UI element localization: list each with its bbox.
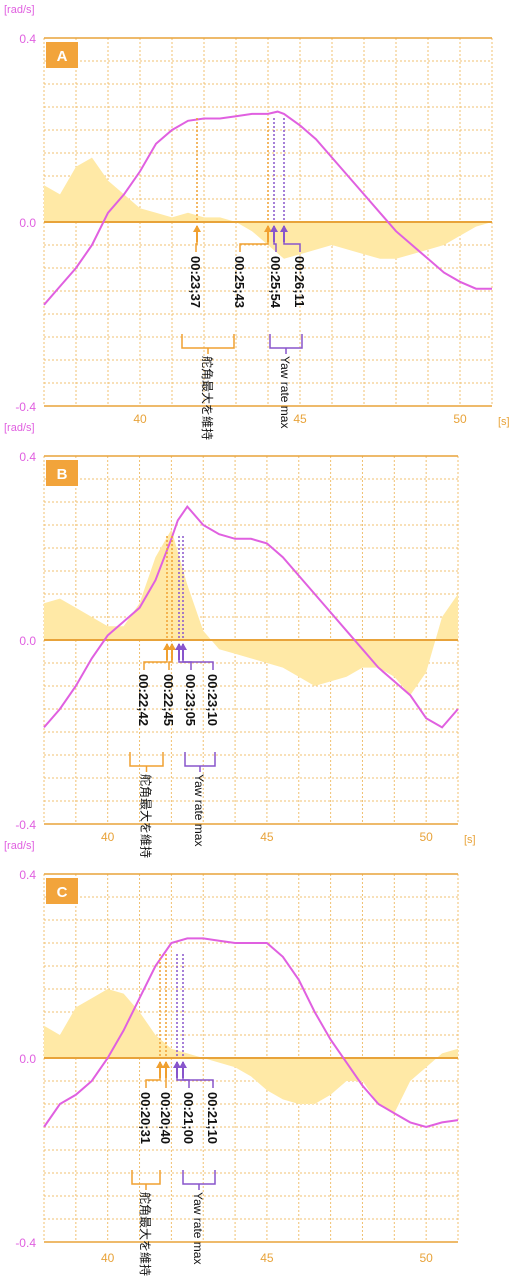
steering-area: [44, 989, 458, 1114]
y-unit-label: [rad/s]: [4, 4, 35, 16]
bracket-orange: [181, 334, 235, 349]
x-tick-label: 50: [419, 1251, 433, 1265]
lead-arrow-head: [168, 643, 176, 650]
bracket-purple: [184, 752, 216, 767]
yaw-rate-line: [43, 110, 492, 306]
lead-time-label: 00:20;31: [138, 1092, 153, 1144]
lead-elbow: [168, 660, 173, 670]
x-tick-label: 45: [260, 1251, 274, 1265]
bracket-orange-label: 舵角最大を維持: [200, 356, 215, 440]
bracket-orange-label: 舵角最大を維持: [138, 1192, 153, 1276]
lead-arrow-head: [156, 1061, 164, 1068]
yaw-rate-line: [43, 504, 459, 729]
y-tick-label: -0.4: [15, 1236, 36, 1250]
x-tick-label: 45: [260, 830, 274, 844]
lead-elbow: [195, 242, 198, 252]
lead-elbow: [145, 1078, 161, 1088]
lead-elbow: [239, 242, 269, 252]
panel-label-badge: [46, 460, 78, 486]
lead-arrow-head: [264, 225, 272, 232]
lead-arrow-head: [162, 1061, 170, 1068]
lead-time-label: 00:22;42: [136, 674, 151, 726]
bracket-orange: [131, 1170, 161, 1185]
bracket-purple: [269, 334, 303, 349]
y-tick-label: 0.0: [19, 216, 36, 230]
panel-label: A: [57, 48, 68, 65]
x-tick-label: 50: [453, 412, 467, 426]
x-tick-label: 50: [419, 830, 433, 844]
lead-time-label: 00:23;05: [183, 674, 198, 726]
panel-label: C: [57, 884, 68, 901]
y-unit-label: [rad/s]: [4, 422, 35, 434]
lead-time-label: 00:21;10: [205, 1092, 220, 1144]
lead-arrow-head: [173, 1061, 181, 1068]
lead-arrow-head: [193, 225, 201, 232]
lead-time-label: 00:25;54: [268, 256, 283, 309]
lead-time-label: 00:21;00: [181, 1092, 196, 1144]
lead-time-label: 00:23;37: [188, 256, 203, 308]
bracket-purple: [182, 1170, 216, 1185]
lead-elbow: [273, 242, 277, 252]
y-tick-label: 0.4: [19, 32, 36, 46]
x-unit-label: [s]: [464, 834, 476, 846]
lead-time-label: 00:22;45: [161, 674, 176, 726]
bracket-purple-label: Yaw rate max: [278, 356, 292, 428]
x-tick-label: 40: [101, 1251, 115, 1265]
lead-time-label: 00:26;11: [292, 256, 307, 307]
steering-area: [44, 529, 458, 696]
y-tick-label: 0.4: [19, 868, 36, 882]
lead-arrow-head: [270, 225, 278, 232]
x-tick-label: 45: [293, 412, 307, 426]
steering-area: [44, 157, 492, 259]
panel-label: B: [57, 466, 68, 483]
bracket-orange: [129, 752, 164, 767]
x-unit-label: [s]: [498, 416, 510, 428]
y-tick-label: 0.4: [19, 450, 36, 464]
yaw-rate-line: [43, 937, 459, 1129]
panel-label-badge: [46, 42, 78, 68]
x-tick-label: 40: [101, 830, 115, 844]
bracket-purple-label: Yaw rate max: [191, 1192, 205, 1264]
lead-elbow: [283, 242, 301, 252]
lead-elbow: [143, 660, 168, 670]
y-tick-label: 0.0: [19, 1052, 36, 1066]
y-unit-label: [rad/s]: [4, 840, 35, 852]
lead-time-label: 00:25;43: [232, 256, 247, 308]
lead-time-label: 00:20;40: [158, 1092, 173, 1144]
lead-elbow: [182, 660, 214, 670]
x-tick-label: 40: [133, 412, 147, 426]
lead-arrow-head: [280, 225, 288, 232]
y-tick-label: 0.0: [19, 634, 36, 648]
y-tick-label: -0.4: [15, 400, 36, 414]
y-tick-label: -0.4: [15, 818, 36, 832]
panel-label-badge: [46, 878, 78, 904]
lead-arrow-head: [179, 1061, 187, 1068]
lead-time-label: 00:23;10: [205, 674, 220, 726]
lead-elbow: [182, 1078, 214, 1088]
bracket-purple-label: Yaw rate max: [192, 774, 206, 846]
lead-arrow-head: [179, 643, 187, 650]
bracket-orange-label: 舵角最大を維持: [139, 774, 154, 858]
